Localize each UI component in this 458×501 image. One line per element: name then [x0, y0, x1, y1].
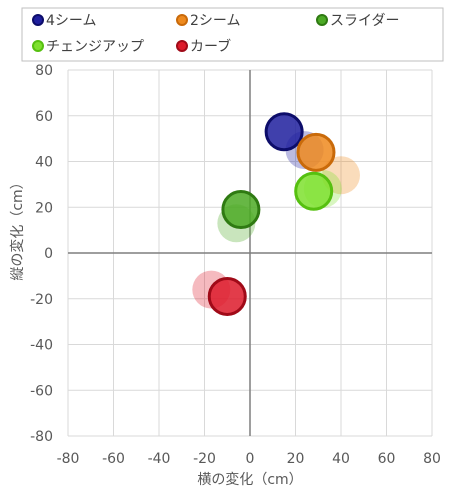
- legend-label: チェンジアップ: [46, 39, 144, 55]
- y-axis-title: 縦の変化（cm）: [9, 175, 26, 280]
- legend-marker: [176, 14, 188, 26]
- y-tick-label: -40: [30, 338, 53, 354]
- y-tick-label: 80: [35, 63, 53, 79]
- y-tick-label: -80: [30, 429, 53, 445]
- y-tick-label: 60: [35, 109, 53, 125]
- y-tick-label: -60: [30, 383, 53, 399]
- legend-marker: [32, 40, 44, 52]
- x-axis-title: 横の変化（cm）: [197, 471, 302, 488]
- x-tick-label: 40: [332, 451, 350, 467]
- tick-labels: -80 -60 -40 -20 0 20 40 60 80 -80 -60 -40 -20 0 20 40 60…: [30, 63, 441, 467]
- x-tick-label: 60: [378, 451, 396, 467]
- y-tick-label: 40: [35, 155, 53, 171]
- x-tick-label: -60: [102, 451, 125, 467]
- data-point: [207, 276, 247, 316]
- axes: [68, 70, 432, 436]
- x-tick-label: 20: [287, 451, 305, 467]
- x-tick-label: 80: [423, 451, 441, 467]
- legend-marker: [176, 40, 188, 52]
- x-tick-label: -20: [193, 451, 216, 467]
- x-tick-label: 0: [246, 451, 255, 467]
- legend-label: カーブ: [190, 38, 231, 55]
- legend-label: 4シーム: [46, 13, 97, 29]
- legend-label: 2シーム: [190, 13, 241, 29]
- legend-label: スライダー: [330, 13, 399, 29]
- data-point: [296, 132, 336, 172]
- data-point: [264, 112, 304, 152]
- legend-box: [21, 7, 444, 62]
- data-point: [221, 190, 261, 230]
- y-tick-label: 0: [44, 246, 53, 262]
- x-tick-label: -80: [57, 451, 80, 467]
- legend-marker: [316, 14, 328, 26]
- x-tick-label: -40: [148, 451, 171, 467]
- legend-marker: [32, 14, 44, 26]
- data-point: [294, 171, 334, 211]
- y-tick-label: -20: [30, 292, 53, 308]
- y-tick-label: 20: [35, 200, 53, 216]
- data-markers: [192, 112, 360, 316]
